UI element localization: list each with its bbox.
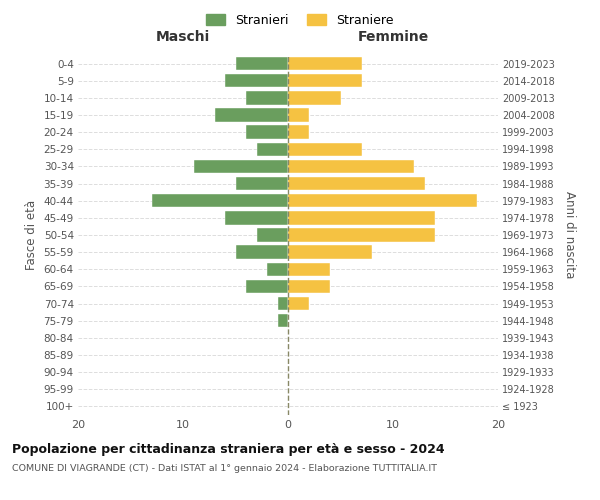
Bar xyxy=(235,177,288,190)
Bar xyxy=(288,142,361,156)
Bar xyxy=(288,91,341,104)
Bar xyxy=(288,246,372,259)
Bar xyxy=(288,177,425,190)
Text: COMUNE DI VIAGRANDE (CT) - Dati ISTAT al 1° gennaio 2024 - Elaborazione TUTTITAL: COMUNE DI VIAGRANDE (CT) - Dati ISTAT al… xyxy=(12,464,437,473)
Y-axis label: Fasce di età: Fasce di età xyxy=(25,200,38,270)
Bar xyxy=(235,246,288,259)
Bar xyxy=(288,211,435,224)
Bar xyxy=(246,126,288,139)
Bar xyxy=(277,297,288,310)
Bar xyxy=(288,74,361,88)
Bar xyxy=(225,211,288,224)
Bar xyxy=(257,142,288,156)
Bar xyxy=(288,228,435,241)
Legend: Stranieri, Straniere: Stranieri, Straniere xyxy=(202,8,398,32)
Bar xyxy=(267,262,288,276)
Bar xyxy=(288,280,330,293)
Y-axis label: Anni di nascita: Anni di nascita xyxy=(563,192,577,278)
Bar xyxy=(235,57,288,70)
Bar xyxy=(151,194,288,207)
Bar xyxy=(288,194,477,207)
Bar xyxy=(246,91,288,104)
Bar xyxy=(288,160,414,173)
Text: Maschi: Maschi xyxy=(156,30,210,44)
Text: Popolazione per cittadinanza straniera per età e sesso - 2024: Popolazione per cittadinanza straniera p… xyxy=(12,442,445,456)
Bar xyxy=(288,57,361,70)
Bar xyxy=(225,74,288,88)
Bar xyxy=(288,297,309,310)
Bar xyxy=(288,108,309,122)
Bar xyxy=(215,108,288,122)
Bar xyxy=(277,314,288,328)
Bar xyxy=(246,280,288,293)
Bar xyxy=(257,228,288,241)
Bar xyxy=(193,160,288,173)
Bar xyxy=(288,262,330,276)
Bar xyxy=(288,126,309,139)
Text: Femmine: Femmine xyxy=(358,30,428,44)
